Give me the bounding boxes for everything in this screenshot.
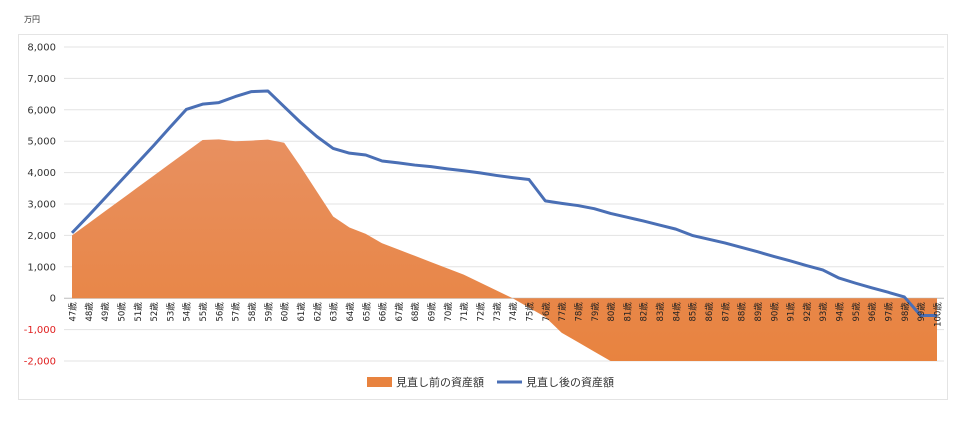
x-tick-label: 84歳 [671,302,682,322]
y-tick-label: 6,000 [27,105,56,116]
x-tick-label: 92歳 [802,302,813,322]
y-tick-label: -2,000 [24,357,56,368]
x-tick-label: 53歳 [165,302,176,322]
legend-label-after: 見直し後の資産額 [526,375,614,389]
x-tick-label: 69歳 [427,302,438,322]
x-tick-label: 48歳 [84,302,95,322]
x-tick-label: 93歳 [818,302,829,322]
y-tick-label: 4,000 [27,168,56,179]
x-tick-label: 59歳 [263,302,274,322]
x-tick-label: 68歳 [410,302,421,322]
x-tick-label: 98歳 [900,302,911,322]
x-tick-label: 81歳 [622,302,633,322]
x-tick-label: 97歳 [884,302,895,322]
x-tick-label: 57歳 [231,302,242,322]
x-tick-label: 62歳 [312,302,323,322]
legend: 見直し前の資産額 見直し後の資産額 [367,375,614,389]
x-tick-label: 76歳 [541,302,552,322]
y-tick-label: 3,000 [27,200,56,211]
x-tick-label: 72歳 [476,302,487,322]
area-series-layer [72,139,937,361]
legend-swatch-area [367,377,392,387]
x-tick-label: 99歳 [916,302,927,322]
y-axis-ticks: 8,000 7,000 6,000 5,000 4,000 3,000 2,000 1,000… [24,43,56,368]
y-unit-label: 万円 [24,15,40,24]
x-tick-label: 86歳 [704,302,715,322]
x-tick-label: 75歳 [524,302,535,322]
x-tick-label: 51歳 [133,302,144,322]
x-tick-label: 88歳 [737,302,748,322]
y-tick-label: -1,000 [24,325,56,336]
x-tick-label: 87歳 [720,302,731,322]
y-tick-label: 7,000 [27,74,56,85]
y-tick-label: 8,000 [27,43,56,54]
x-tick-label: 94歳 [835,302,846,322]
line-series-after [70,89,937,317]
x-tick-label: 71歳 [459,302,470,322]
x-tick-label: 79歳 [590,302,601,322]
y-tick-label: 1,000 [27,262,56,273]
x-tick-label: 65歳 [361,302,372,322]
x-tick-label: 49歳 [100,302,111,322]
x-tick-label: 74歳 [508,302,519,322]
x-tick-label: 77歳 [557,302,568,322]
x-tick-label: 91歳 [786,302,797,322]
x-tick-label: 61歳 [296,302,307,322]
x-tick-label: 85歳 [688,302,699,322]
x-tick-label: 89歳 [753,302,764,322]
x-tick-label: 90歳 [769,302,780,322]
x-tick-label: 66歳 [378,302,389,322]
x-tick-label: 96歳 [867,302,878,322]
x-tick-label: 50歳 [116,302,127,322]
x-tick-label: 64歳 [345,302,356,322]
x-tick-label: 95歳 [851,302,862,322]
x-tick-label: 54歳 [182,302,193,322]
x-tick-label: 73歳 [492,302,503,322]
y-tick-label: 5,000 [27,137,56,148]
x-tick-label: 78歳 [573,302,584,322]
x-tick-label: 82歳 [639,302,650,322]
x-tick-label: 55歳 [198,302,209,322]
x-tick-label: 100歳 [933,302,944,327]
x-tick-label: 67歳 [394,302,405,322]
x-tick-label: 70歳 [443,302,454,322]
y-tick-label: 2,000 [27,231,56,242]
x-tick-label: 56歳 [214,302,225,322]
x-tick-label: 83歳 [655,302,666,322]
y-tick-label: 0 [50,294,56,305]
x-tick-label: 58歳 [247,302,258,322]
area-series-before [72,139,937,361]
x-tick-label: 52歳 [149,302,160,322]
x-tick-label: 47歳 [68,302,79,322]
line-series-layer [70,89,937,317]
x-axis-ticks: 47歳 48歳 49歳 50歳 51歳 52歳 53歳 54歳 55歳 56歳 57歳 58歳 59歳 6… [68,302,944,327]
legend-label-before: 見直し前の資産額 [396,375,484,389]
x-tick-label: 60歳 [280,302,291,322]
x-tick-label: 80歳 [606,302,617,322]
x-tick-label: 63歳 [329,302,340,322]
